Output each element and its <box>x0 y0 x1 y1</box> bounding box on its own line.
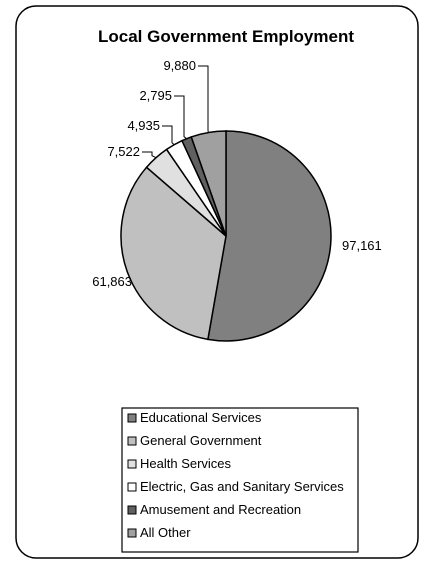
data-label: 7,522 <box>107 144 140 159</box>
data-labels: 97,161 61,863 7,522 4,935 2,795 9,880 <box>92 58 382 289</box>
legend-label: Electric, Gas and Sanitary Services <box>140 479 344 494</box>
pie-slice-all-other <box>190 130 227 237</box>
leader-line <box>174 95 187 140</box>
legend-swatch <box>127 436 137 446</box>
legend-swatch <box>127 413 137 423</box>
leader-line <box>142 151 157 159</box>
pie-chart <box>120 130 332 342</box>
legend-swatch <box>127 505 137 515</box>
legend-label: Health Services <box>140 456 232 471</box>
legend-swatch <box>127 459 137 469</box>
legend-swatch <box>127 528 137 538</box>
data-label: 2,795 <box>139 88 172 103</box>
data-label: 4,935 <box>127 118 160 133</box>
legend-swatch <box>127 482 137 492</box>
chart-title: Local Government Employment <box>98 27 354 46</box>
leader-line <box>198 65 209 133</box>
legend-label: Educational Services <box>140 410 262 425</box>
data-label: 9,880 <box>163 58 196 73</box>
legend-box <box>121 407 359 553</box>
pie-slice-general-government <box>120 166 227 341</box>
legend-label: General Government <box>140 433 262 448</box>
pie-slice-educational-services <box>207 130 332 342</box>
legend-label: Amusement and Recreation <box>140 502 301 517</box>
legend-label: All Other <box>140 525 191 540</box>
data-label: 61,863 <box>92 274 132 289</box>
data-label: 97,161 <box>342 238 382 253</box>
leader-line <box>162 125 175 146</box>
legend: Educational Services General Government He… <box>127 410 344 540</box>
